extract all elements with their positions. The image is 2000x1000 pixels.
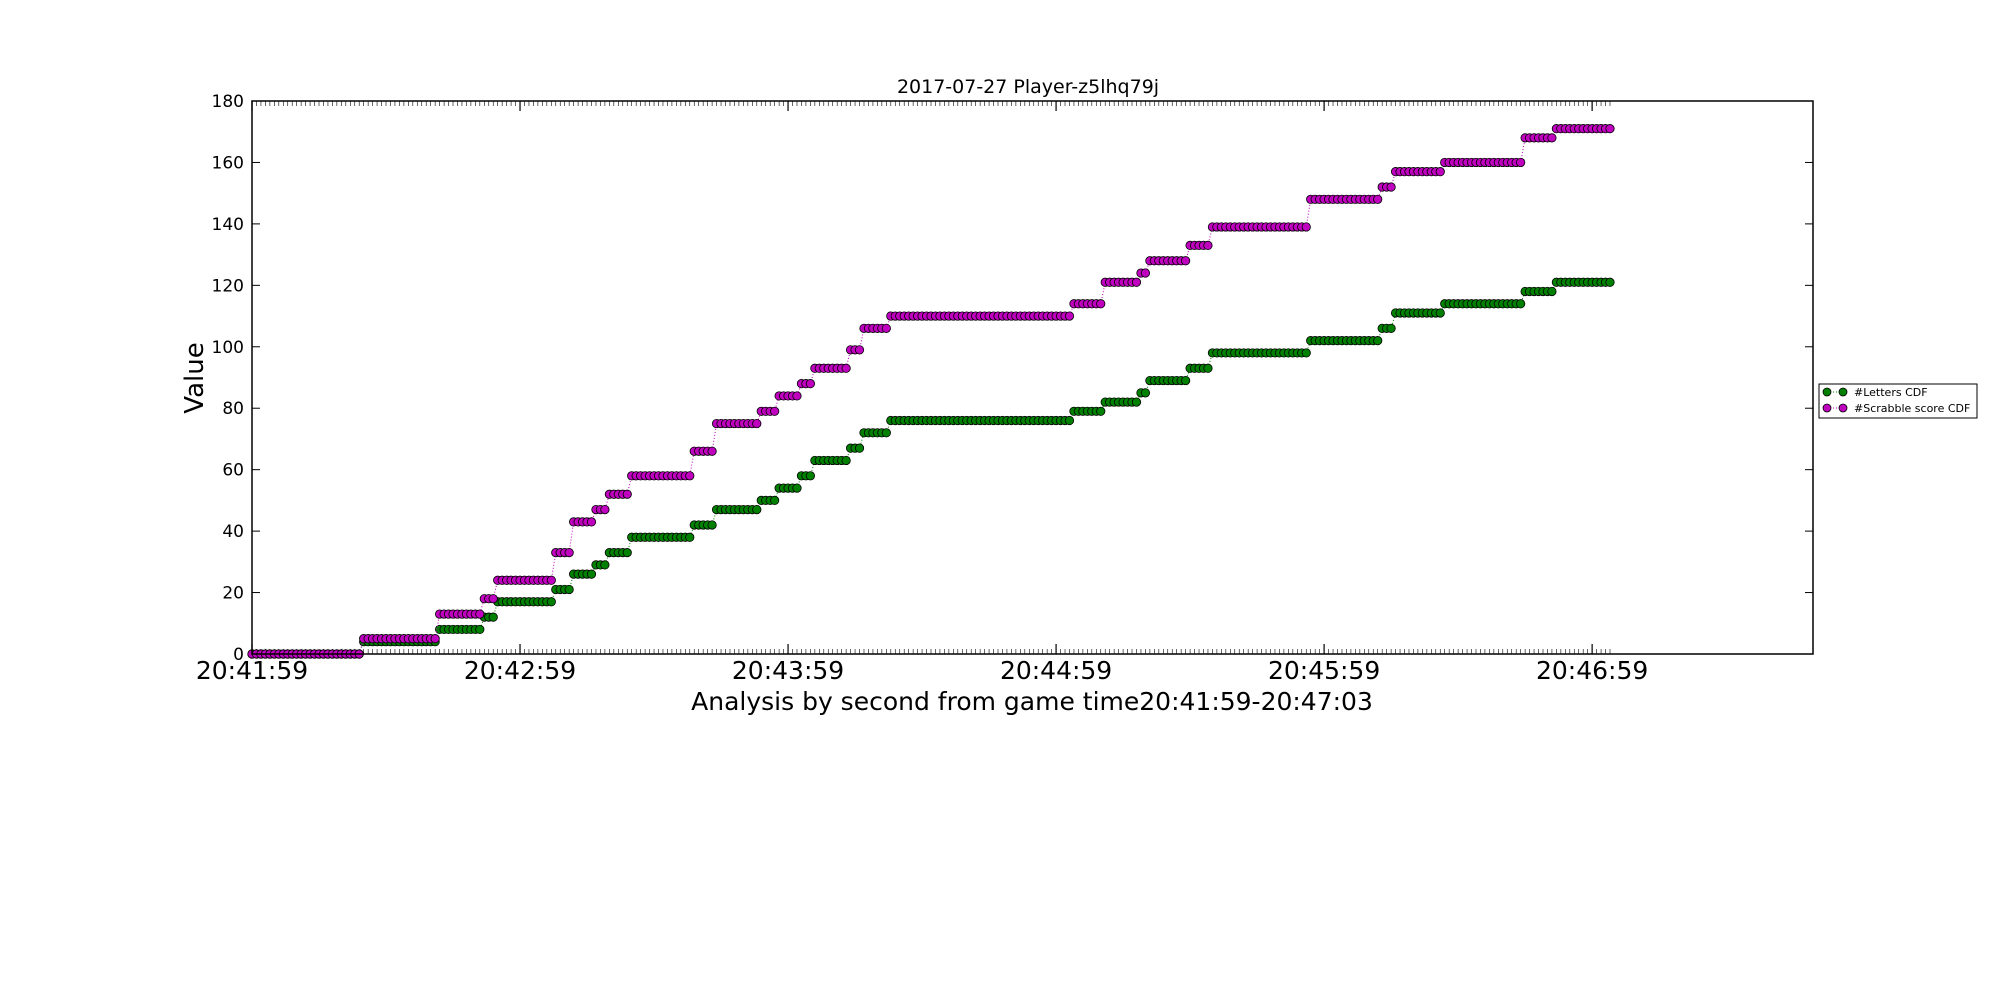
series-1: [247, 124, 1615, 659]
data-point: [1301, 222, 1311, 232]
data-point: [707, 446, 717, 456]
legend-marker-scrabble: [1822, 403, 1832, 413]
x-tick-label: 20:46:59: [1536, 656, 1648, 685]
data-point: [752, 505, 762, 515]
data-point: [1435, 308, 1445, 318]
y-tick-label: 20: [222, 584, 244, 604]
x-tick-label: 20:41:59: [196, 656, 308, 685]
data-point: [1096, 406, 1106, 416]
x-tick-label: 20:43:59: [732, 656, 844, 685]
data-point: [1203, 363, 1213, 373]
y-tick-label: 160: [212, 153, 244, 173]
y-tick-label: 40: [222, 522, 244, 542]
y-tick-label: 120: [212, 276, 244, 296]
y-axis: 0 20 40 60 80 100 120 140 160 180: [212, 92, 1813, 665]
data-point: [1386, 182, 1396, 192]
data-point: [430, 634, 440, 644]
plot-frame: [251, 100, 1814, 655]
data-point: [805, 471, 815, 481]
data-point: [1131, 277, 1142, 287]
data-point: [770, 495, 780, 505]
data-point: [685, 471, 695, 481]
plot-series: [247, 124, 1615, 659]
data-point: [1547, 286, 1557, 297]
legend-marker-scrabble: [1838, 403, 1848, 413]
data-point: [707, 520, 717, 530]
y-tick-label: 0: [233, 645, 244, 665]
data-point: [841, 455, 851, 466]
data-point: [1131, 397, 1142, 407]
data-point: [685, 532, 695, 542]
legend-marker-letters: [1838, 387, 1848, 397]
y-tick-label: 180: [212, 92, 244, 112]
data-point: [1516, 157, 1526, 168]
data-point: [1181, 375, 1191, 386]
data-point: [752, 418, 762, 429]
data-point: [770, 406, 780, 416]
data-point: [600, 560, 610, 570]
data-point: [1064, 415, 1075, 426]
data-point: [564, 584, 574, 595]
data-point: [1140, 388, 1151, 398]
data-point: [881, 428, 891, 438]
data-point: [1516, 299, 1526, 309]
data-point: [1140, 268, 1151, 278]
x-axis: 20:41:59 20:42:59 20:43:59 20:44:59 20:45:59…: [196, 101, 1648, 685]
minor-ticks: [251, 101, 1611, 654]
data-point: [1301, 348, 1311, 358]
data-point: [854, 345, 865, 355]
data-point: [1181, 256, 1191, 266]
data-point: [1435, 167, 1445, 177]
legend-label-letters: #Letters CDF: [1854, 386, 1928, 399]
y-axis-label: Value: [180, 342, 210, 413]
data-point: [1373, 194, 1383, 204]
y-tick-label: 60: [222, 461, 244, 481]
data-point: [546, 575, 556, 585]
data-point: [805, 379, 815, 389]
data-point: [841, 363, 851, 373]
data-point: [586, 517, 597, 527]
data-point: [475, 624, 485, 635]
data-point: [792, 391, 802, 401]
y-tick-label: 80: [222, 399, 244, 419]
data-point: [488, 594, 498, 604]
data-point: [792, 483, 802, 493]
data-point: [1064, 311, 1075, 321]
data-point: [1605, 277, 1615, 287]
data-point: [600, 505, 610, 515]
x-tick-label: 20:44:59: [1000, 656, 1112, 685]
data-point: [564, 548, 574, 558]
data-point: [881, 323, 891, 333]
legend: #Letters CDF #Scrabble score CDF: [1818, 383, 1978, 419]
data-point: [1386, 323, 1396, 333]
data-point: [854, 443, 865, 453]
data-point: [1096, 299, 1106, 309]
data-point: [1605, 124, 1615, 134]
data-point: [622, 489, 632, 499]
data-point: [475, 609, 485, 619]
data-point: [586, 569, 597, 579]
data-point: [546, 597, 556, 607]
x-tick-label: 20:42:59: [464, 656, 576, 685]
x-tick-label: 20:45:59: [1268, 656, 1380, 685]
x-axis-label: Analysis by second from game time20:41:5…: [691, 687, 1373, 716]
y-tick-label: 140: [212, 215, 244, 235]
legend-label-scrabble: #Scrabble score CDF: [1854, 402, 1970, 415]
data-point: [622, 548, 632, 558]
data-point: [1203, 240, 1213, 250]
legend-marker-letters: [1822, 387, 1832, 397]
data-point: [1373, 336, 1383, 346]
data-point: [488, 612, 498, 622]
y-tick-label: 100: [212, 338, 244, 358]
chart-title: 2017-07-27 Player-z5lhq79j: [897, 76, 1159, 98]
data-point: [1547, 133, 1557, 143]
